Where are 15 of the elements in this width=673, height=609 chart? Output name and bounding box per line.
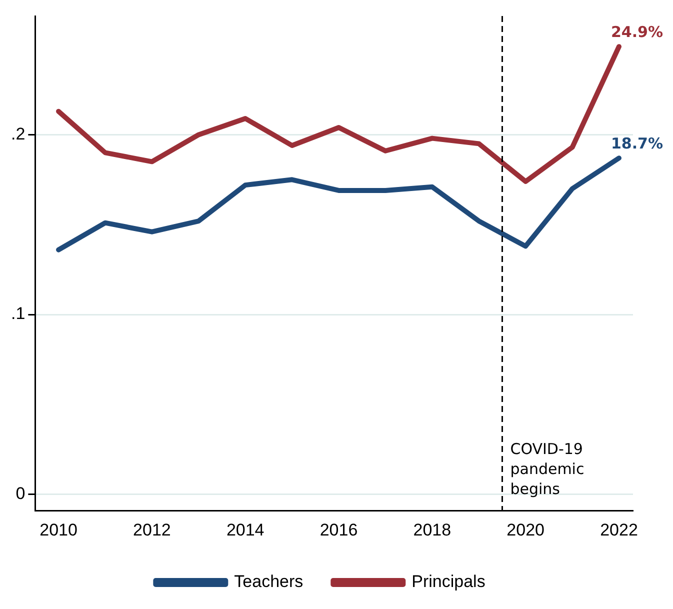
y-tick-label: .1 [10, 304, 26, 324]
y-tick-label: .2 [10, 124, 26, 144]
x-tick-label: 2022 [600, 520, 638, 540]
legend-label: Teachers [234, 572, 304, 592]
x-tick-label: 2018 [413, 520, 452, 540]
x-tick-label: 2010 [40, 520, 78, 540]
data-label: 24.9% [610, 22, 664, 41]
x-tick-label: 2014 [226, 520, 264, 540]
ref-line-label: COVID-19 pandemic begins [510, 440, 584, 498]
y-tick-label: 0 [16, 484, 26, 504]
x-tick-label: 2012 [133, 520, 171, 540]
legend-label: Principals [412, 572, 486, 592]
data-label: 18.7% [610, 134, 664, 152]
x-tick-label: 2016 [320, 520, 358, 540]
x-tick-label: 2020 [506, 520, 544, 540]
